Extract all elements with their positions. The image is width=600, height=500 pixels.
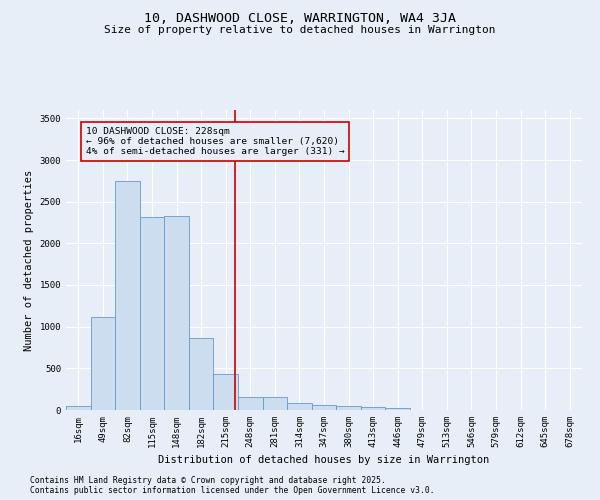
Bar — [214, 374, 238, 410]
Text: Size of property relative to detached houses in Warrington: Size of property relative to detached ho… — [104, 25, 496, 35]
Bar — [115, 181, 140, 410]
Bar — [263, 396, 287, 410]
Bar — [287, 402, 312, 410]
Bar — [164, 216, 189, 410]
Y-axis label: Number of detached properties: Number of detached properties — [24, 170, 34, 350]
Bar — [361, 406, 385, 410]
Bar — [385, 408, 410, 410]
Text: Contains HM Land Registry data © Crown copyright and database right 2025.: Contains HM Land Registry data © Crown c… — [30, 476, 386, 485]
Bar — [140, 216, 164, 410]
Text: 10 DASHWOOD CLOSE: 228sqm
← 96% of detached houses are smaller (7,620)
4% of sem: 10 DASHWOOD CLOSE: 228sqm ← 96% of detac… — [86, 126, 344, 156]
Text: 10, DASHWOOD CLOSE, WARRINGTON, WA4 3JA: 10, DASHWOOD CLOSE, WARRINGTON, WA4 3JA — [144, 12, 456, 26]
Bar — [189, 338, 214, 410]
Text: Contains public sector information licensed under the Open Government Licence v3: Contains public sector information licen… — [30, 486, 434, 495]
Bar — [66, 406, 91, 410]
Bar — [91, 316, 115, 410]
X-axis label: Distribution of detached houses by size in Warrington: Distribution of detached houses by size … — [158, 456, 490, 466]
Bar — [238, 396, 263, 410]
Bar — [336, 406, 361, 410]
Bar — [312, 405, 336, 410]
